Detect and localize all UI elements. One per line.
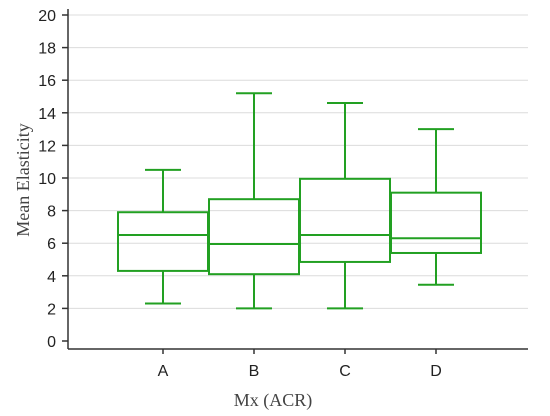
box-D: [390, 128, 482, 286]
x-axis-title: Mx (ACR): [234, 390, 313, 411]
y-tick-labels: 0 2 4 6 8 10 12 14 16 18 20: [38, 8, 56, 351]
y-axis-title: Mean Elasticity: [13, 123, 33, 236]
x-tick-labels: A B C D: [158, 363, 442, 380]
box-A: [117, 168, 209, 305]
box-C: [299, 102, 391, 310]
y-tick-label: 0: [47, 334, 56, 351]
x-tick-label: B: [249, 363, 260, 380]
x-tick-label: A: [158, 363, 169, 380]
y-tick-label: 8: [47, 204, 56, 221]
y-tick-label: 20: [38, 8, 56, 25]
x-tick-label: C: [339, 363, 351, 380]
iqr-box: [390, 191, 482, 254]
y-tick-label: 6: [47, 236, 56, 253]
y-tick-label: 4: [47, 269, 56, 286]
y-tick-label: 2: [47, 301, 56, 318]
y-tick-label: 14: [38, 106, 56, 123]
boxes: [117, 92, 482, 310]
y-tick-label: 18: [38, 41, 56, 58]
x-tick-label: D: [430, 363, 442, 380]
y-tick-label: 12: [38, 138, 56, 155]
y-tick-label: 10: [38, 171, 56, 188]
iqr-box: [299, 177, 391, 263]
axes: [62, 9, 528, 354]
grid-lines: [68, 14, 528, 309]
y-tick-label: 16: [38, 73, 56, 90]
iqr-box: [117, 211, 209, 272]
